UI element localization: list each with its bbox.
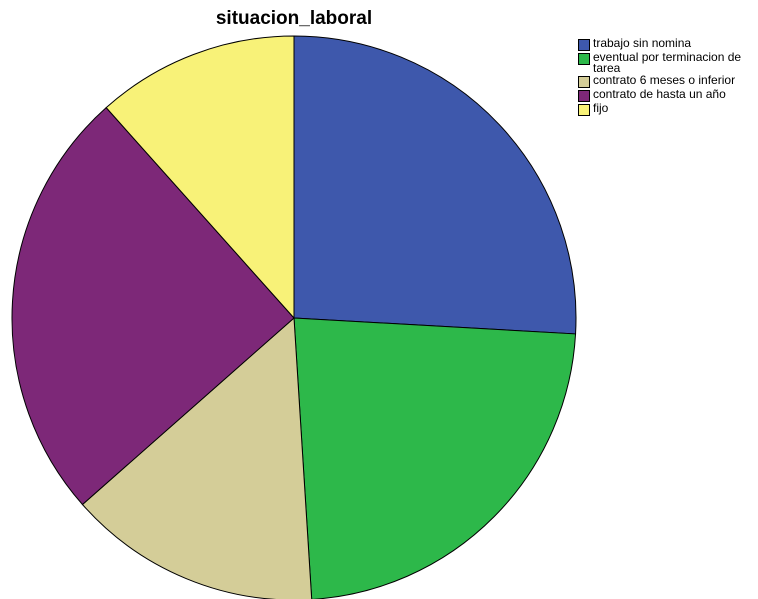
legend-item-trabajo-sin-nomina: trabajo sin nomina	[578, 36, 756, 51]
legend-label: eventual por terminacion de tarea	[593, 50, 742, 75]
slice-eventual-por-terminacion	[293, 317, 577, 599]
legend-swatch	[578, 76, 590, 88]
slice-fijo	[105, 35, 295, 320]
legend-label: contrato de hasta un año	[593, 87, 726, 101]
legend-swatch	[578, 53, 590, 65]
legend-item-eventual-por-terminacion-de-tarea: eventual por terminacion de tarea	[578, 50, 756, 75]
legend-swatch	[578, 39, 590, 51]
legend-item-contrato-6-meses: contrato 6 meses o inferior	[578, 73, 756, 88]
legend-label: trabajo sin nomina	[593, 36, 692, 50]
slice-contrato-hasta-un-ano	[11, 106, 295, 506]
legend-label: contrato 6 meses o inferior	[593, 73, 736, 87]
slice-trabajo-sin-nomina	[293, 35, 577, 335]
legend: trabajo sin nomina eventual por terminac…	[578, 36, 756, 117]
legend-item-contrato-hasta-un-ano: contrato de hasta un año	[578, 87, 756, 102]
legend-swatch	[578, 90, 590, 102]
legend-swatch	[578, 104, 590, 116]
legend-label: fijo	[593, 101, 609, 115]
pie-slices	[11, 35, 577, 599]
slice-contrato-6-meses	[81, 316, 313, 599]
legend-item-fijo: fijo	[578, 101, 756, 116]
chart-title: situacion_laboral	[215, 8, 373, 29]
